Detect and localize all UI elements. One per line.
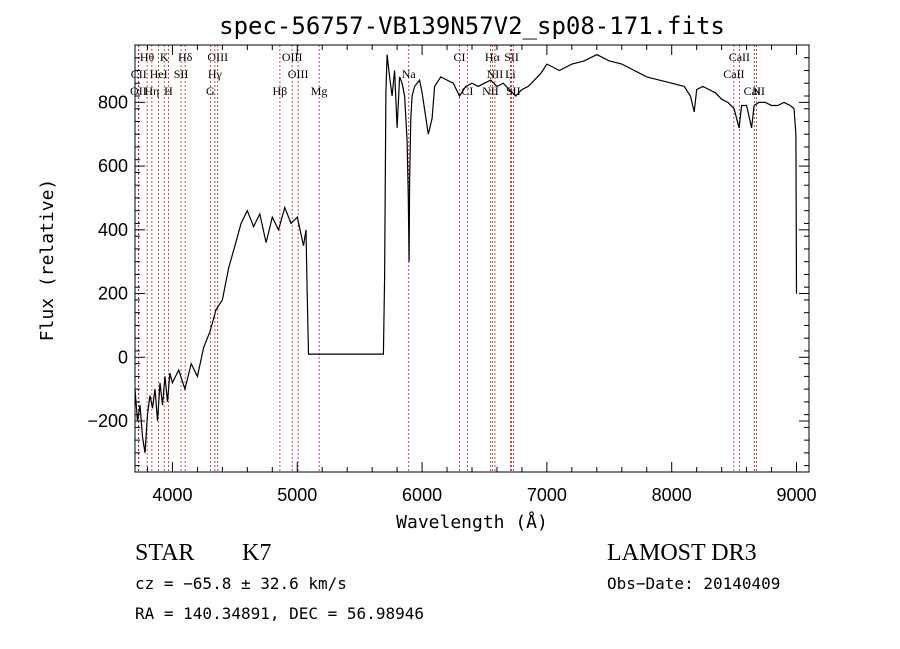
x-tick-label: 4000 bbox=[152, 485, 192, 505]
line-marker-label: CaII bbox=[723, 67, 744, 81]
line-marker-label: Hβ bbox=[273, 84, 288, 98]
line-marker-label: HeI bbox=[150, 67, 168, 81]
line-marker-label: Mg bbox=[311, 84, 328, 98]
line-marker-label: OII bbox=[130, 84, 147, 98]
y-tick-label: 200 bbox=[98, 284, 128, 304]
line-marker-label: OIII bbox=[282, 50, 303, 64]
line-marker-label: CaII bbox=[729, 50, 750, 64]
line-marker-label: G bbox=[206, 84, 215, 98]
chart-title: spec-56757-VB139N57V2_sp08-171.fits bbox=[219, 12, 725, 40]
plot-frame bbox=[134, 44, 810, 473]
x-tick-label: 5000 bbox=[277, 485, 317, 505]
x-tick-label: 7000 bbox=[527, 485, 567, 505]
line-marker-label: Hθ bbox=[140, 50, 155, 64]
line-marker-label: SII bbox=[504, 50, 519, 64]
redshift-readout: cz = −65.8 ± 32.6 km/s bbox=[135, 574, 347, 593]
line-marker-label: SII bbox=[174, 67, 189, 81]
line-marker-label: H bbox=[164, 84, 173, 98]
line-marker-label: SII bbox=[506, 84, 521, 98]
line-marker-label: Hα bbox=[485, 50, 501, 64]
x-axis-ticks: 4000 5000 6000 7000 8000 9000 bbox=[146, 45, 817, 505]
y-tick-label: 0 bbox=[118, 347, 128, 367]
line-marker-label: Na bbox=[402, 67, 417, 81]
observation-date: Obs−Date: 20140409 bbox=[607, 574, 780, 593]
line-marker-label: Hγ bbox=[208, 67, 223, 81]
spectrum-line bbox=[134, 53, 798, 453]
object-class: STAR bbox=[135, 540, 194, 566]
line-marker-label: K bbox=[160, 50, 169, 64]
line-marker-label: NII bbox=[482, 84, 499, 98]
line-marker-label: Hη bbox=[144, 84, 159, 98]
survey-name: LAMOST DR3 bbox=[607, 540, 757, 566]
line-marker-label: NII bbox=[487, 67, 504, 81]
y-axis-ticks: −200 0 200 400 600 800 bbox=[87, 57, 809, 467]
line-marker-label: Hδ bbox=[178, 50, 193, 64]
x-tick-label: 8000 bbox=[652, 485, 692, 505]
x-axis-label: Wavelength (Å) bbox=[396, 511, 548, 533]
line-marker-label: OIII bbox=[207, 50, 228, 64]
x-tick-label: 9000 bbox=[776, 485, 816, 505]
coordinates-readout: RA = 140.34891, DEC = 56.98946 bbox=[135, 604, 424, 623]
line-marker-label: N bbox=[752, 84, 761, 98]
line-marker-label: CI bbox=[454, 50, 466, 64]
y-tick-label: 800 bbox=[98, 92, 128, 112]
line-marker-label: OIII bbox=[288, 67, 309, 81]
line-marker-label: CaII bbox=[744, 84, 765, 98]
line-marker-label: Li bbox=[505, 67, 516, 81]
object-subclass: K7 bbox=[242, 540, 271, 566]
y-tick-label: 400 bbox=[98, 220, 128, 240]
y-tick-label: −200 bbox=[87, 411, 128, 431]
x-tick-label: 6000 bbox=[402, 485, 442, 505]
y-tick-label: 600 bbox=[98, 156, 128, 176]
y-axis-label: Flux (relative) bbox=[37, 179, 58, 342]
